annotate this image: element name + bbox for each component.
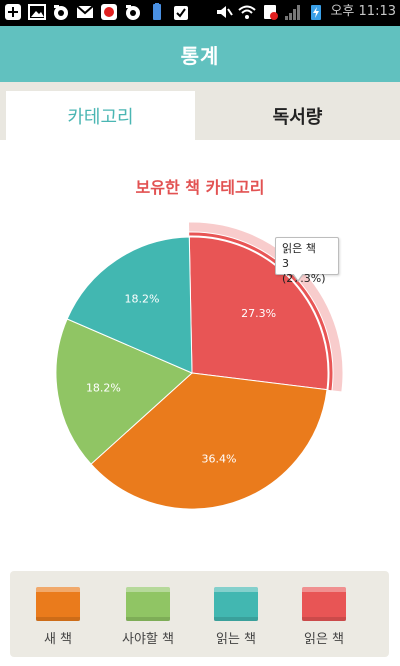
slice-label: 27.3% bbox=[241, 307, 276, 320]
slice-label: 36.4% bbox=[202, 453, 237, 466]
voicemail-icon bbox=[52, 3, 70, 21]
book-icon bbox=[302, 587, 346, 621]
tab-bar: 카테고리 독서량 bbox=[0, 82, 400, 140]
legend-item-reading[interactable]: 읽는 책 bbox=[196, 571, 276, 657]
tooltip-value: 3 (27.3%) bbox=[282, 257, 326, 285]
tooltip-pointer bbox=[292, 273, 304, 282]
book-icon bbox=[36, 587, 80, 621]
chart-tooltip: 읽은 책 3 (27.3%) bbox=[275, 237, 339, 285]
status-bar: 오후 11:13 bbox=[0, 0, 400, 26]
legend-item-read[interactable]: 읽은 책 bbox=[284, 571, 364, 657]
wifi-icon bbox=[238, 3, 257, 21]
status-time: 오후 11:13 bbox=[330, 4, 396, 19]
app-bar: 통계 bbox=[0, 26, 400, 82]
book-icon bbox=[126, 587, 170, 621]
legend-item-to-buy[interactable]: 사야할 책 bbox=[108, 571, 188, 657]
tab-category[interactable]: 카테고리 bbox=[6, 91, 195, 140]
pie-slice[interactable] bbox=[66, 236, 193, 374]
legend-label: 사야할 책 bbox=[122, 632, 174, 647]
sim-error-icon bbox=[261, 3, 279, 21]
pie-slice[interactable] bbox=[55, 318, 193, 465]
battery-saver-icon bbox=[148, 3, 166, 21]
checklist-icon bbox=[172, 3, 190, 21]
chart-legend: 새 책 사야할 책 읽는 책 읽은 책 bbox=[10, 571, 389, 657]
mail-icon bbox=[76, 3, 94, 21]
mute-icon bbox=[215, 3, 234, 21]
gallery-icon bbox=[28, 3, 46, 21]
legend-item-new-book[interactable]: 새 책 bbox=[18, 571, 98, 657]
battery-charging-icon bbox=[307, 3, 325, 21]
pie-slice[interactable] bbox=[90, 372, 328, 510]
slice-label: 18.2% bbox=[86, 382, 121, 395]
chart-title: 보유한 책 카테고리 bbox=[135, 178, 265, 197]
record-icon bbox=[100, 3, 118, 21]
tab-reading-amount[interactable]: 독서량 bbox=[272, 106, 323, 128]
signal-icon bbox=[284, 3, 302, 21]
slice-label: 18.2% bbox=[124, 292, 159, 305]
legend-label: 읽은 책 bbox=[303, 632, 344, 647]
voicemail-icon bbox=[124, 3, 142, 21]
pie-chart: 27.3% 36.4% 18.2% 18.2% bbox=[55, 222, 343, 510]
legend-label: 새 책 bbox=[43, 632, 73, 647]
legend-label: 읽는 책 bbox=[215, 632, 256, 647]
tooltip-label: 읽은 책 bbox=[282, 242, 316, 255]
page-title: 통계 bbox=[180, 43, 220, 68]
book-icon bbox=[214, 587, 258, 621]
add-icon bbox=[4, 3, 22, 21]
